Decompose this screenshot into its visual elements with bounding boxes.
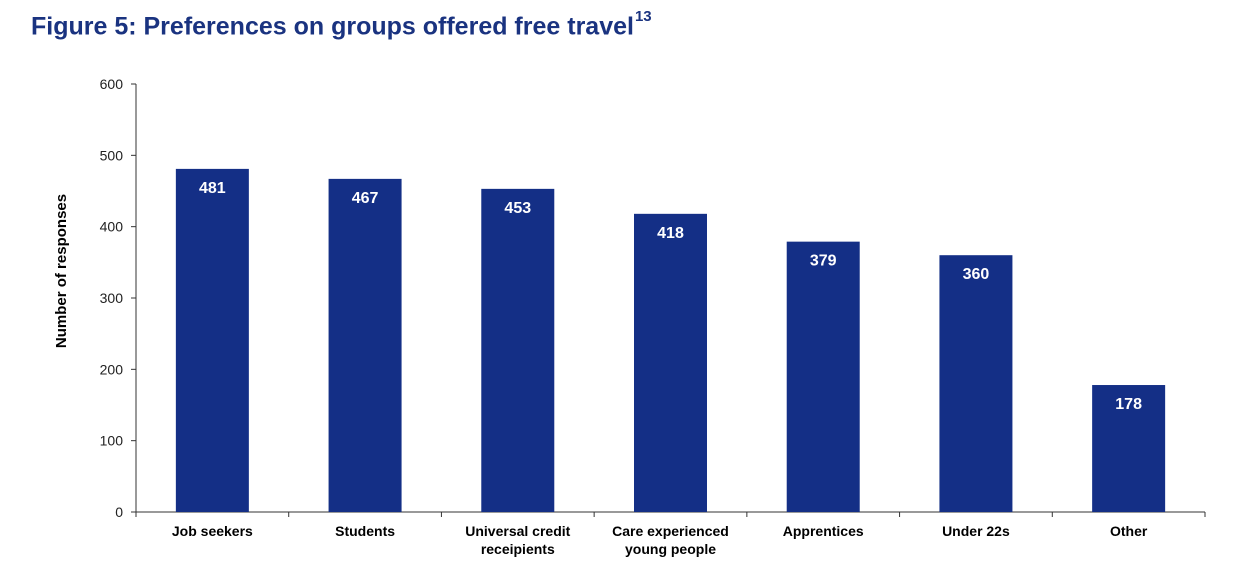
category-label-line: Universal credit	[465, 523, 570, 539]
bar[interactable]	[1092, 385, 1166, 512]
bar-value-label: 178	[1115, 396, 1142, 413]
y-axis: 0 100 200 300 400 500 600	[100, 76, 137, 520]
bar-value-label: 418	[657, 225, 684, 242]
bar-value-label: 467	[352, 190, 379, 207]
bars	[175, 168, 1166, 513]
category-labels: Job seekers Students Universal credit recei…	[172, 523, 1148, 557]
category-label: Other	[1110, 523, 1148, 539]
y-tick-label: 400	[100, 219, 124, 235]
chart-title-text: Figure 5: Preferences on groups offered …	[31, 12, 634, 41]
bar[interactable]	[328, 178, 402, 512]
category-label-line: Apprentices	[783, 523, 864, 539]
category-label: Care experienced young people	[612, 523, 729, 557]
category-label-line: Other	[1110, 523, 1148, 539]
bar[interactable]	[634, 213, 707, 512]
footnote-reference[interactable]: 13	[634, 8, 652, 25]
category-label: Students	[335, 523, 395, 539]
category-label: Under 22s	[942, 523, 1010, 539]
category-label: Job seekers	[172, 523, 253, 539]
category-label: Apprentices	[783, 523, 864, 539]
category-label-line: Job seekers	[172, 523, 253, 539]
y-tick-label: 300	[100, 290, 124, 306]
chart-title: Figure 5: Preferences on groups offered …	[31, 8, 652, 41]
category-label-line: Care experienced	[612, 523, 729, 539]
bar[interactable]	[481, 188, 555, 513]
bar[interactable]	[939, 255, 1013, 512]
y-tick-label: 200	[100, 361, 124, 377]
bar-value-label: 379	[810, 253, 837, 270]
category-label: Universal credit receipients	[465, 523, 570, 557]
y-tick-label: 500	[100, 147, 124, 163]
bar-value-label: 360	[963, 266, 990, 283]
category-label-line: Under 22s	[942, 523, 1010, 539]
bar-value-label: 481	[199, 180, 226, 197]
bar-value-label: 453	[504, 200, 531, 217]
y-tick-label: 0	[115, 504, 123, 520]
data-labels: 481 467 453 418 379 360 178	[199, 180, 1142, 413]
y-tick-label: 600	[100, 76, 124, 92]
bar[interactable]	[175, 168, 249, 513]
y-axis-title: Number of responses	[53, 194, 70, 348]
category-label-line: young people	[625, 541, 716, 557]
y-tick-label: 100	[100, 433, 124, 449]
bar[interactable]	[786, 241, 860, 512]
x-axis	[135, 511, 1206, 517]
category-label-line: receipients	[481, 541, 555, 557]
category-label-line: Students	[335, 523, 395, 539]
